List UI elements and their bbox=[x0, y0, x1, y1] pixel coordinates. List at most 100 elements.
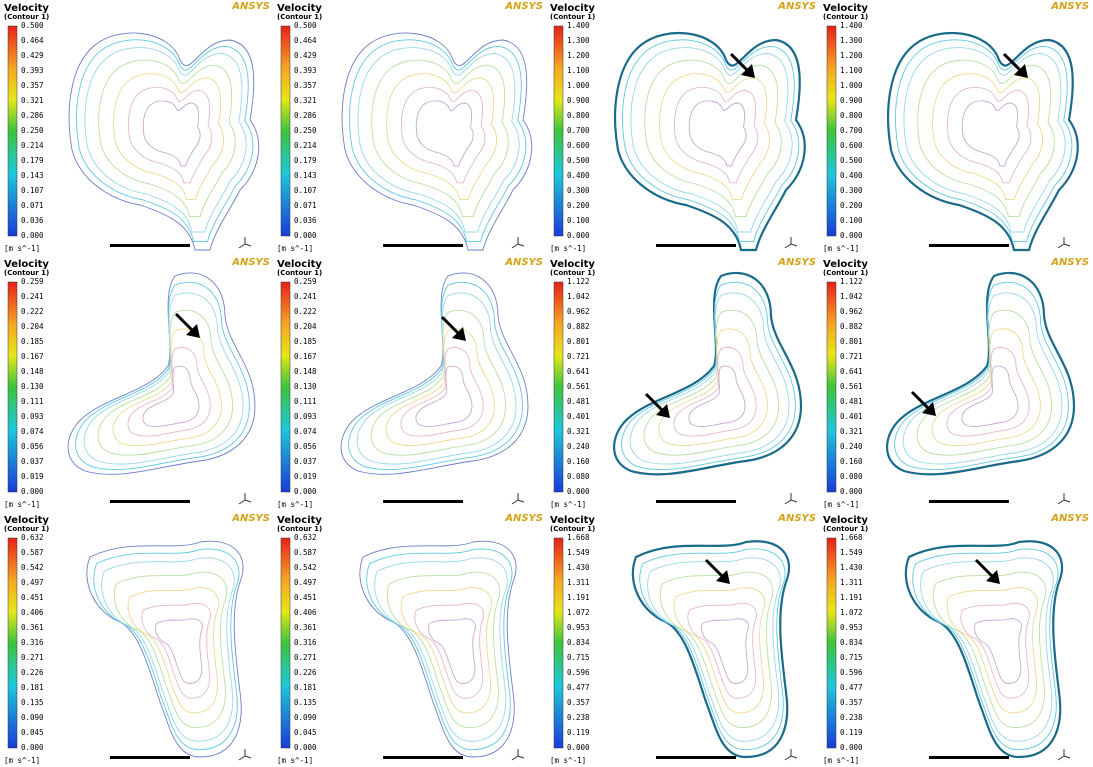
panel: Velocity(Contour 1)0.632 0.587 0.542 0.497 0… bbox=[277, 513, 543, 765]
legend-label: 1.311 bbox=[840, 578, 863, 587]
contour-line bbox=[400, 347, 484, 437]
contour-line bbox=[644, 59, 782, 217]
contour-line bbox=[348, 281, 523, 470]
legend-label: 0.321 bbox=[21, 96, 44, 105]
contour-line bbox=[97, 309, 234, 456]
legend-label: 0.451 bbox=[294, 593, 317, 602]
panel: Velocity(Contour 1)0.632 0.587 0.542 0.497 0… bbox=[4, 513, 270, 765]
legend-label: 0.000 bbox=[294, 487, 317, 496]
legend-subtitle: (Contour 1) bbox=[277, 525, 322, 533]
legend-label: 0.286 bbox=[21, 111, 44, 120]
legend-subtitle: (Contour 1) bbox=[277, 269, 322, 277]
legend-label: 0.056 bbox=[21, 442, 44, 451]
logo: ANSYS bbox=[231, 1, 270, 12]
legend-label: 0.181 bbox=[21, 683, 44, 692]
contour-line bbox=[673, 587, 766, 714]
contour-line bbox=[75, 281, 250, 470]
axis-triad bbox=[238, 749, 252, 761]
contour-line bbox=[895, 39, 1073, 243]
contour-line bbox=[112, 328, 222, 447]
legend-label: 0.000 bbox=[840, 743, 863, 752]
contour-line bbox=[385, 328, 495, 447]
legend-label: 0.700 bbox=[840, 126, 863, 135]
logo: ANSYS bbox=[231, 257, 270, 268]
legend-label: 0.148 bbox=[21, 367, 44, 376]
axis-triad bbox=[784, 237, 798, 249]
legend-title: Velocity bbox=[4, 515, 49, 526]
legend-label: 0.226 bbox=[294, 668, 317, 677]
legend-label: 0.037 bbox=[21, 457, 44, 466]
legend-label: 0.179 bbox=[21, 156, 44, 165]
arrow-head bbox=[1014, 64, 1028, 78]
contour-line bbox=[920, 557, 1054, 742]
contour-line bbox=[622, 39, 800, 243]
legend-label: 0.160 bbox=[840, 457, 863, 466]
panel: Velocity(Contour 1)0.500 0.464 0.429 0.393 0… bbox=[4, 1, 270, 253]
unit-label: [m s^-1] bbox=[277, 244, 313, 253]
legend-subtitle: (Contour 1) bbox=[823, 13, 868, 21]
contour-line bbox=[974, 618, 1022, 684]
legend-label: 1.042 bbox=[567, 292, 590, 301]
legend-label: 0.222 bbox=[294, 307, 317, 316]
contour-line bbox=[371, 59, 509, 217]
scale-bar bbox=[929, 244, 1009, 247]
contour-line bbox=[83, 292, 244, 465]
color-bar bbox=[280, 25, 291, 237]
legend-label: 0.000 bbox=[21, 231, 44, 240]
legend-label: 0.238 bbox=[840, 713, 863, 722]
legend-label: 0.250 bbox=[21, 126, 44, 135]
legend-label: 0.600 bbox=[840, 141, 863, 150]
contour-line bbox=[961, 365, 1019, 427]
contour-line bbox=[76, 39, 254, 243]
unit-label: [m s^-1] bbox=[823, 244, 859, 253]
axis-triad bbox=[238, 493, 252, 505]
panel: Velocity(Contour 1)1.122 1.042 0.962 0.882 0… bbox=[823, 257, 1089, 509]
legend-label: 0.361 bbox=[21, 623, 44, 632]
legend-label: 0.111 bbox=[21, 397, 44, 406]
contour-line bbox=[631, 540, 791, 759]
color-bar bbox=[553, 281, 564, 493]
legend-label: 0.214 bbox=[294, 141, 317, 150]
scale-bar bbox=[383, 756, 463, 759]
contour-line bbox=[614, 31, 806, 252]
contour-line bbox=[647, 557, 781, 742]
legend-label: 0.135 bbox=[294, 698, 317, 707]
legend-label: 0.800 bbox=[840, 111, 863, 120]
legend-label: 0.214 bbox=[21, 141, 44, 150]
legend-subtitle: (Contour 1) bbox=[823, 269, 868, 277]
scale-bar bbox=[656, 244, 736, 247]
legend-label: 0.481 bbox=[840, 397, 863, 406]
contour-line bbox=[917, 59, 1055, 217]
legend-label: 0.271 bbox=[294, 653, 317, 662]
contour-line bbox=[400, 587, 493, 714]
legend-label: 0.036 bbox=[21, 216, 44, 225]
contour-line bbox=[688, 100, 747, 167]
legend-label: 0.100 bbox=[567, 216, 590, 225]
axis-triad bbox=[511, 237, 525, 249]
legend-subtitle: (Contour 1) bbox=[550, 13, 595, 21]
panel: Velocity(Contour 1)1.668 1.549 1.430 1.311 1… bbox=[550, 513, 816, 765]
contour-line bbox=[341, 32, 533, 251]
logo: ANSYS bbox=[777, 257, 816, 268]
legend-label: 0.000 bbox=[840, 487, 863, 496]
legend-label: 0.241 bbox=[21, 292, 44, 301]
contour-line bbox=[415, 365, 473, 427]
legend-label: 1.100 bbox=[840, 66, 863, 75]
legend-label: 0.093 bbox=[21, 412, 44, 421]
legend-label: 0.000 bbox=[294, 231, 317, 240]
legend-label: 0.111 bbox=[294, 397, 317, 406]
legend-label: 0.238 bbox=[567, 713, 590, 722]
legend-label: 0.596 bbox=[840, 668, 863, 677]
contour-line bbox=[340, 272, 529, 475]
logo: ANSYS bbox=[1050, 513, 1089, 524]
legend-label: 0.953 bbox=[567, 623, 590, 632]
contour-line bbox=[386, 73, 497, 201]
contour-line bbox=[630, 47, 793, 233]
legend-label: 0.019 bbox=[294, 472, 317, 481]
legend-label: 0.800 bbox=[567, 111, 590, 120]
contour-line bbox=[155, 618, 203, 684]
scale-bar bbox=[110, 500, 190, 503]
legend-label: 0.361 bbox=[294, 623, 317, 632]
scale-bar bbox=[110, 756, 190, 759]
arrow bbox=[174, 312, 196, 334]
